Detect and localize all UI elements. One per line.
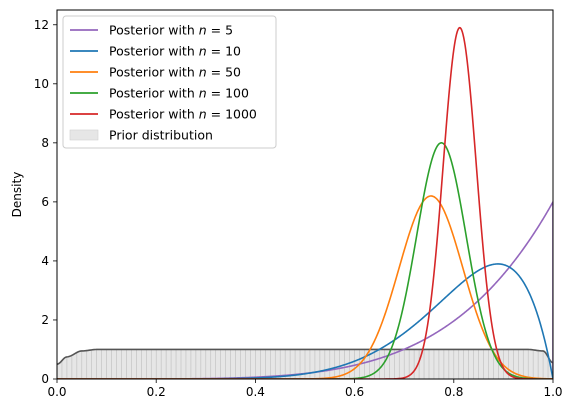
x-tick-label: 0.6 <box>345 385 364 399</box>
legend-swatch-prior <box>69 129 99 141</box>
x-tick-label: 0.2 <box>147 385 166 399</box>
posterior-line-4 <box>57 26 553 379</box>
y-tick-label: 10 <box>34 77 49 91</box>
x-tick-label: 0.0 <box>47 385 66 399</box>
legend: Posterior with n = 5 Posterior with n = 1… <box>62 15 277 149</box>
y-tick-label: 6 <box>41 195 49 209</box>
prior-hatch <box>57 349 553 379</box>
axes: 0.0 0.2 0.4 0.6 0.8 1.0 0 2 4 6 8 10 12 Density <box>10 9 563 399</box>
y-tick-label: 4 <box>41 254 49 268</box>
plot-area <box>57 26 553 379</box>
legend-box <box>62 15 277 149</box>
y-tick-label: 0 <box>41 372 49 386</box>
y-tick-label: 2 <box>41 313 49 327</box>
posterior-line-1 <box>57 263 553 379</box>
y-axis-label: Density <box>10 172 24 218</box>
prior-line <box>57 348 553 366</box>
legend-label-1: Posterior with n = 10 <box>109 44 241 59</box>
legend-label-4: Posterior with n = 1000 <box>109 107 257 122</box>
legend-label-2: Posterior with n = 50 <box>109 65 241 80</box>
posterior-line-3 <box>57 142 553 379</box>
x-tick-label: 0.4 <box>246 385 265 399</box>
y-tick-label: 8 <box>41 136 49 150</box>
legend-label-0: Posterior with n = 5 <box>109 23 233 38</box>
legend-label-prior: Prior distribution <box>109 128 213 143</box>
x-tick-label: 0.8 <box>444 385 463 399</box>
y-tick-label: 12 <box>34 18 49 32</box>
axes-frame <box>56 9 554 380</box>
legend-label-3: Posterior with n = 100 <box>109 86 249 101</box>
x-tick-label: 1.0 <box>543 385 562 399</box>
